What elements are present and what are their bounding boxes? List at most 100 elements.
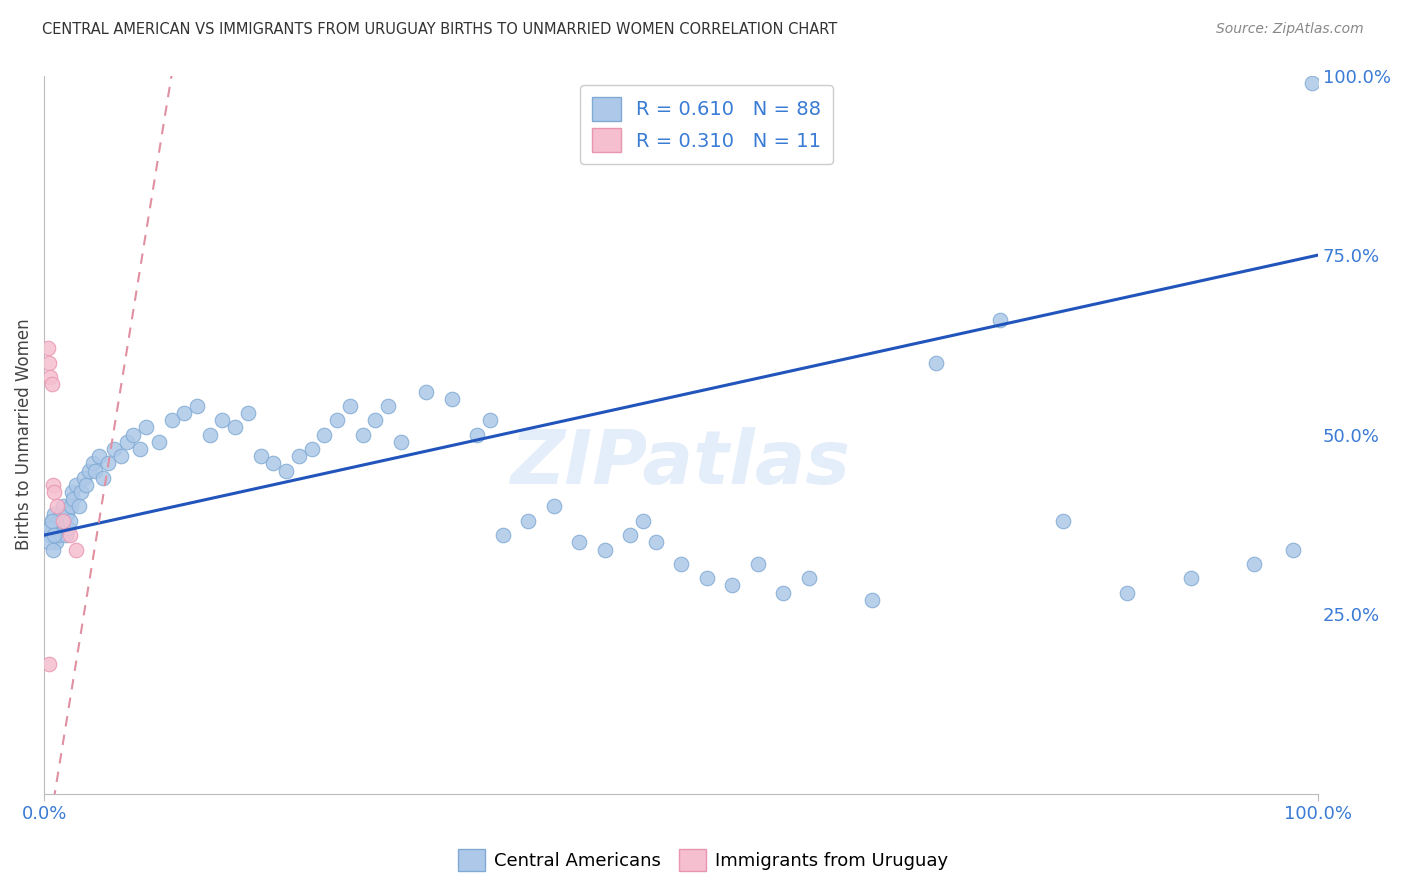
Point bbox=[115, 434, 138, 449]
Point bbox=[249, 449, 271, 463]
Point bbox=[148, 434, 170, 449]
Point bbox=[45, 521, 67, 535]
Point bbox=[60, 485, 83, 500]
Point bbox=[51, 521, 73, 535]
Point bbox=[55, 528, 77, 542]
Point bbox=[39, 528, 62, 542]
Point bbox=[925, 356, 948, 370]
Point bbox=[44, 507, 66, 521]
Point bbox=[45, 535, 67, 549]
Point bbox=[1243, 557, 1265, 571]
Point bbox=[82, 456, 104, 470]
Point bbox=[48, 528, 70, 542]
Point bbox=[42, 521, 65, 535]
Point bbox=[39, 521, 62, 535]
Point bbox=[224, 420, 246, 434]
Point bbox=[696, 571, 718, 585]
Point bbox=[41, 377, 63, 392]
Point bbox=[58, 521, 80, 535]
Point bbox=[67, 500, 90, 514]
Text: CENTRAL AMERICAN VS IMMIGRANTS FROM URUGUAY BIRTHS TO UNMARRIED WOMEN CORRELATIO: CENTRAL AMERICAN VS IMMIGRANTS FROM URUG… bbox=[42, 22, 838, 37]
Point bbox=[56, 507, 79, 521]
Point bbox=[797, 571, 820, 585]
Point bbox=[479, 413, 502, 427]
Point bbox=[644, 535, 666, 549]
Point bbox=[49, 507, 72, 521]
Point bbox=[38, 657, 60, 672]
Point bbox=[87, 449, 110, 463]
Point bbox=[377, 399, 399, 413]
Point bbox=[70, 485, 93, 500]
Point bbox=[45, 500, 67, 514]
Y-axis label: Births to Unmarried Women: Births to Unmarried Women bbox=[15, 318, 32, 550]
Text: ZIPatlas: ZIPatlas bbox=[512, 427, 851, 500]
Point bbox=[301, 442, 323, 456]
Point bbox=[65, 542, 87, 557]
Point bbox=[1180, 571, 1202, 585]
Point bbox=[75, 478, 97, 492]
Point bbox=[440, 392, 463, 406]
Point bbox=[84, 463, 107, 477]
Point bbox=[58, 514, 80, 528]
Point bbox=[288, 449, 311, 463]
Point bbox=[988, 312, 1011, 326]
Point bbox=[62, 492, 84, 507]
Point bbox=[568, 535, 591, 549]
Point bbox=[37, 342, 59, 356]
Point bbox=[53, 514, 76, 528]
Point bbox=[198, 427, 221, 442]
Point bbox=[262, 456, 284, 470]
Point bbox=[46, 514, 69, 528]
Point bbox=[44, 528, 66, 542]
Point bbox=[77, 463, 100, 477]
Point bbox=[492, 528, 515, 542]
Point bbox=[669, 557, 692, 571]
Point bbox=[415, 384, 437, 399]
Point bbox=[747, 557, 769, 571]
Point bbox=[186, 399, 208, 413]
Point bbox=[97, 456, 120, 470]
Point bbox=[65, 478, 87, 492]
Point bbox=[721, 578, 744, 592]
Point bbox=[91, 471, 114, 485]
Point bbox=[44, 485, 66, 500]
Point bbox=[58, 528, 80, 542]
Point bbox=[38, 535, 60, 549]
Point bbox=[772, 585, 794, 599]
Point bbox=[39, 370, 62, 384]
Point bbox=[276, 463, 298, 477]
Legend: R = 0.610   N = 88, R = 0.310   N = 11: R = 0.610 N = 88, R = 0.310 N = 11 bbox=[581, 86, 834, 164]
Point bbox=[389, 434, 412, 449]
Point bbox=[52, 514, 75, 528]
Point bbox=[1281, 542, 1303, 557]
Point bbox=[593, 542, 616, 557]
Legend: Central Americans, Immigrants from Uruguay: Central Americans, Immigrants from Urugu… bbox=[451, 842, 955, 879]
Point bbox=[314, 427, 336, 442]
Point bbox=[465, 427, 488, 442]
Point bbox=[619, 528, 641, 542]
Point bbox=[110, 449, 132, 463]
Point bbox=[122, 427, 145, 442]
Point bbox=[38, 356, 60, 370]
Point bbox=[517, 514, 540, 528]
Point bbox=[1116, 585, 1139, 599]
Point bbox=[160, 413, 183, 427]
Point bbox=[1052, 514, 1074, 528]
Point bbox=[128, 442, 150, 456]
Text: Source: ZipAtlas.com: Source: ZipAtlas.com bbox=[1216, 22, 1364, 37]
Point bbox=[52, 500, 75, 514]
Point bbox=[72, 471, 94, 485]
Point bbox=[41, 514, 63, 528]
Point bbox=[326, 413, 349, 427]
Point bbox=[543, 500, 565, 514]
Point bbox=[173, 406, 195, 420]
Point bbox=[42, 478, 65, 492]
Point bbox=[103, 442, 125, 456]
Point bbox=[364, 413, 387, 427]
Point bbox=[59, 500, 82, 514]
Point bbox=[352, 427, 374, 442]
Point bbox=[1301, 76, 1323, 90]
Point bbox=[236, 406, 259, 420]
Point bbox=[41, 514, 63, 528]
Point bbox=[631, 514, 654, 528]
